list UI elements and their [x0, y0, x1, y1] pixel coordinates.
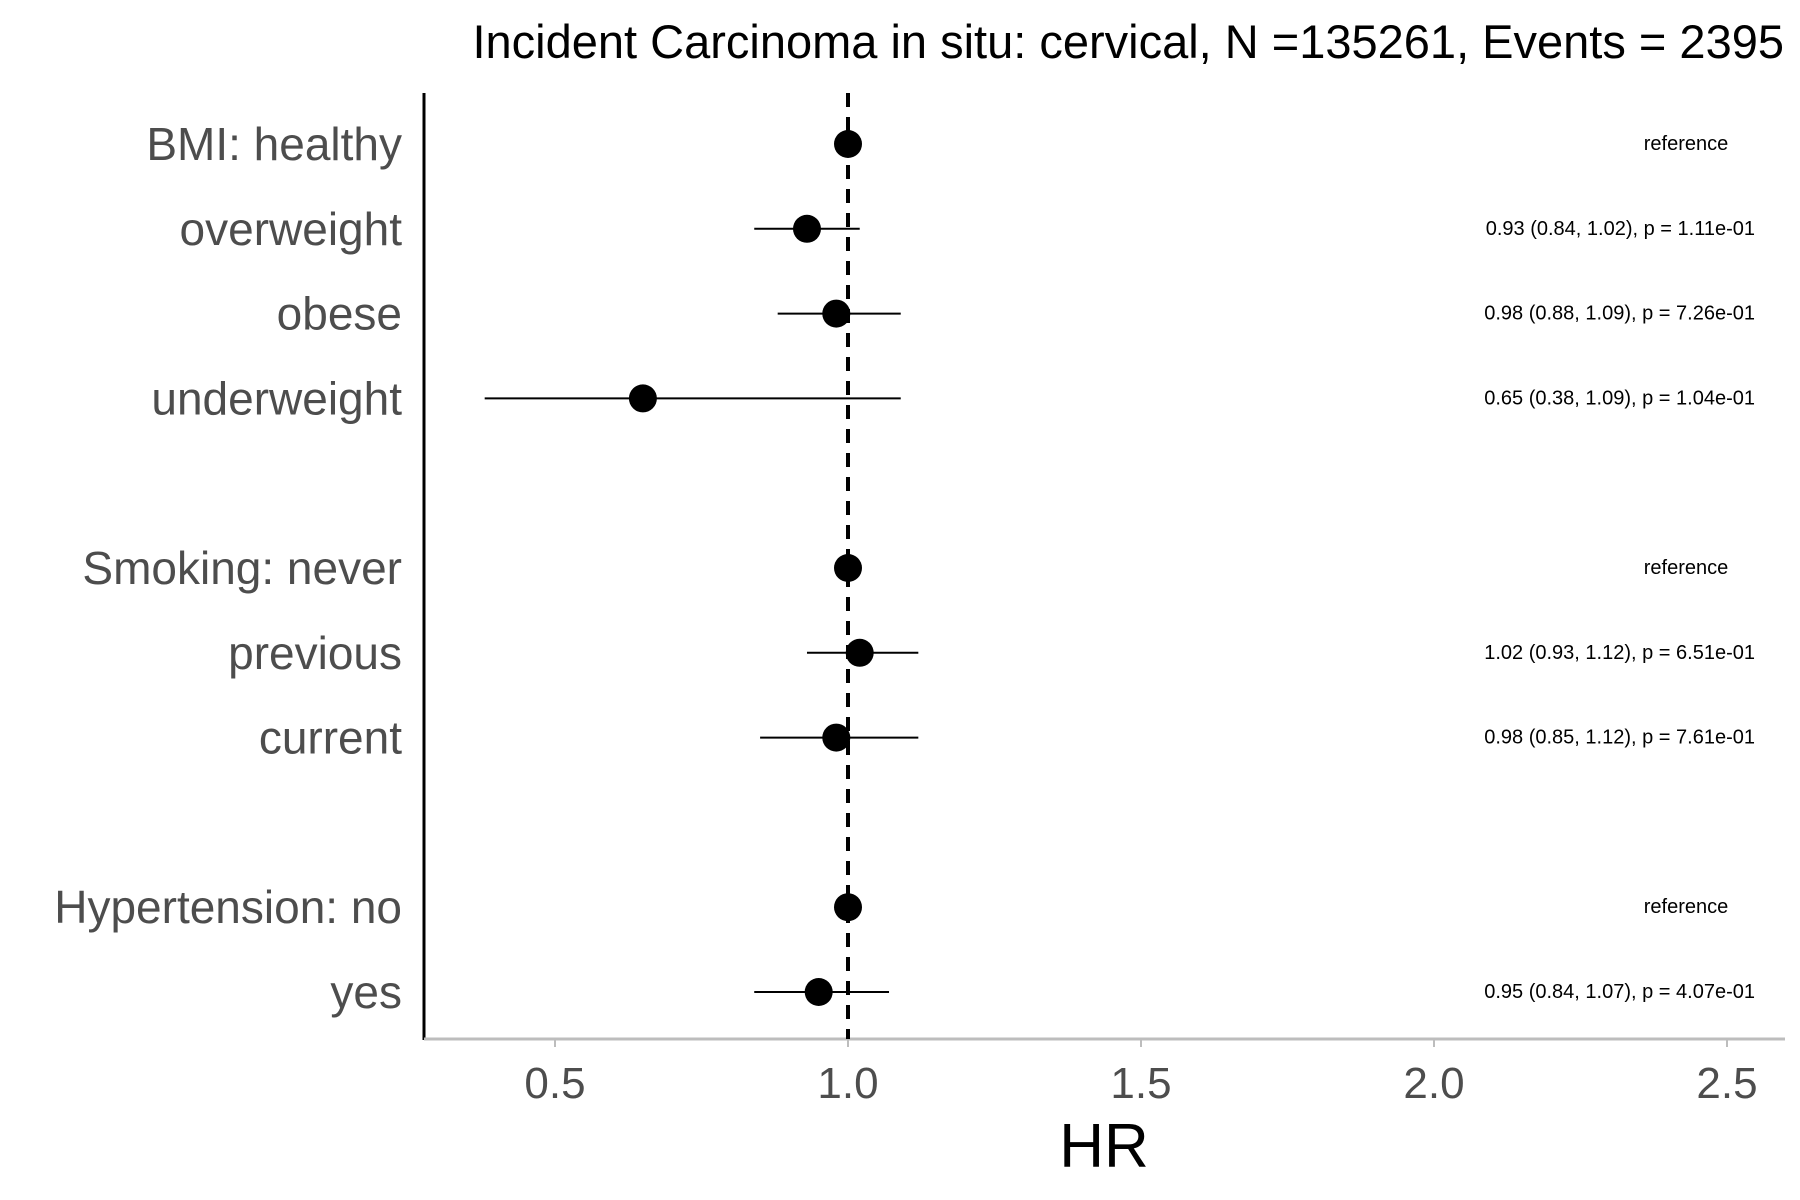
row-annotation: 1.02 (0.93, 1.12), p = 6.51e-01 — [1484, 642, 1755, 664]
chart-title: Incident Carcinoma in situ: cervical, N … — [472, 15, 1784, 68]
x-axis-title: HR — [1059, 1112, 1149, 1181]
row-annotation: reference — [1644, 133, 1729, 155]
x-tick-label: 2.0 — [1403, 1059, 1464, 1108]
row-annotation: reference — [1644, 896, 1729, 918]
x-tick-label: 0.5 — [524, 1059, 585, 1108]
hr-point — [804, 978, 833, 1006]
row-label: BMI: healthy — [146, 118, 402, 170]
row-label: Smoking: never — [82, 542, 402, 594]
hr-point — [822, 723, 851, 752]
row-label: previous — [228, 627, 402, 679]
row-annotation: 0.95 (0.84, 1.07), p = 4.07e-01 — [1484, 981, 1755, 1003]
row-label: underweight — [151, 372, 402, 424]
hr-point — [834, 554, 862, 582]
hr-point — [628, 384, 657, 413]
hr-point — [845, 638, 874, 667]
row-label: obese — [277, 288, 402, 340]
x-axis-ticks: 0.5 1.0 1.5 2.0 2.5 — [524, 1039, 1758, 1108]
x-tick-label: 1.5 — [1110, 1059, 1171, 1108]
row-annotation: 0.98 (0.85, 1.12), p = 7.61e-01 — [1484, 727, 1755, 749]
forest-rows: BMI: healthy reference overweight 0.93 (0.8… — [54, 118, 1755, 1018]
hr-point — [822, 299, 851, 328]
row-annotation: 0.93 (0.84, 1.02), p = 1.11e-01 — [1486, 218, 1755, 240]
x-tick-label: 2.5 — [1696, 1059, 1757, 1108]
x-tick-label: 1.0 — [817, 1059, 878, 1108]
row-label: overweight — [180, 203, 403, 255]
hr-point — [834, 130, 862, 158]
row-annotation: 0.65 (0.38, 1.09), p = 1.04e-01 — [1484, 387, 1755, 409]
hr-point — [792, 214, 821, 243]
hr-point — [834, 893, 862, 922]
row-label: Hypertension: no — [54, 881, 402, 933]
row-annotation: 0.98 (0.88, 1.09), p = 7.26e-01 — [1484, 303, 1755, 325]
row-annotation: reference — [1644, 557, 1729, 579]
row-label: yes — [330, 966, 402, 1018]
row-label: current — [259, 712, 402, 764]
